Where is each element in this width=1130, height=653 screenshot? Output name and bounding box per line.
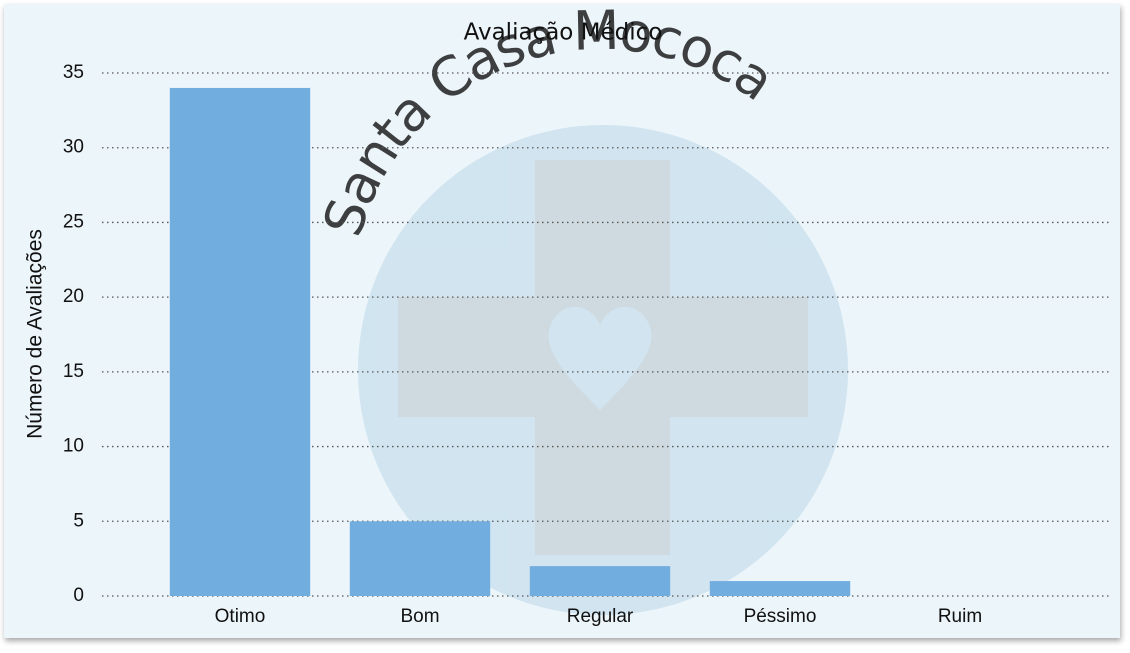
bar (529, 566, 671, 596)
y-tick-label: 0 (73, 585, 84, 606)
bar (349, 521, 491, 596)
x-tick-label: Regular (567, 606, 634, 627)
y-tick-label: 35 (63, 62, 84, 83)
x-tick-label: Ruim (938, 606, 982, 627)
x-tick-label: Bom (400, 606, 439, 627)
y-tick-label: 5 (73, 510, 84, 531)
y-tick-label: 25 (63, 211, 84, 232)
y-tick-label: 15 (63, 361, 84, 382)
bar (709, 581, 851, 596)
y-axis-label: Número de Avaliações (24, 229, 47, 439)
bar (169, 87, 311, 596)
chart-title: Avaliação Médico (464, 20, 663, 46)
watermark-logo (358, 125, 848, 615)
x-tick-label: Otimo (215, 606, 266, 627)
y-tick-label: 30 (63, 137, 84, 158)
x-tick-label: Péssimo (744, 606, 817, 627)
y-tick-label: 20 (63, 286, 84, 307)
y-tick-label: 10 (63, 436, 84, 457)
